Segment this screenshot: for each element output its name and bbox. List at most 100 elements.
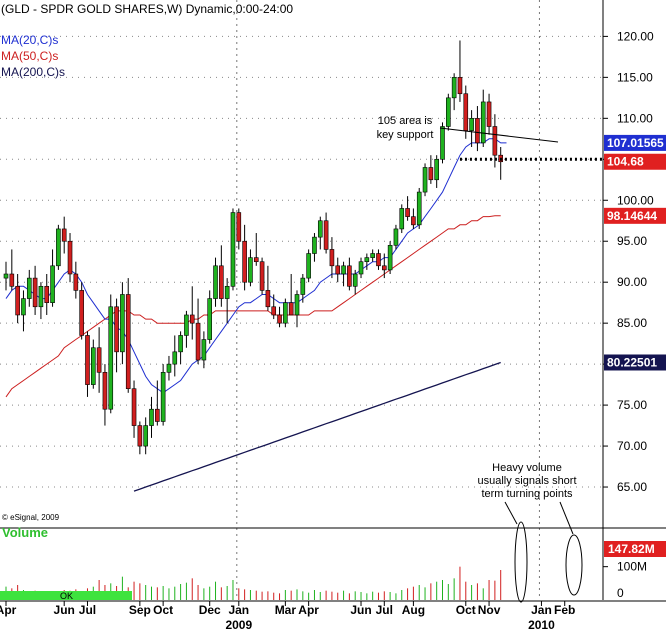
value-box-label: 98.14644 [607, 209, 657, 223]
ma20-line [5, 138, 507, 394]
time-tick-label: Jun [54, 603, 75, 617]
candle-down [329, 249, 335, 267]
candle-up [364, 257, 370, 263]
candle-down [9, 273, 15, 287]
candle-up [306, 253, 311, 279]
time-tick-label: Nov [478, 603, 501, 617]
candle-up [393, 228, 399, 246]
value-box-label: 107.01565 [607, 136, 664, 150]
value-boxes: 107.01565 104.68 98.14644 80.22501 [604, 134, 666, 371]
candle-down [242, 240, 247, 283]
candle-down [125, 294, 131, 390]
copyright-note: © eSignal, 2009 [2, 513, 60, 522]
candle-up [149, 408, 154, 426]
volume-circle-2 [565, 534, 583, 596]
candle-up [446, 97, 451, 127]
candle-up [143, 425, 148, 447]
ma200-line [133, 361, 501, 492]
candle-down [15, 285, 20, 316]
candle-up [387, 245, 393, 271]
candle-down [376, 253, 381, 267]
candle-down [405, 208, 410, 217]
volume-label: Volume [2, 525, 48, 540]
price-tick-label: 95.00 [617, 234, 647, 248]
price-tick-label: 75.00 [617, 398, 647, 412]
candle-up [283, 302, 288, 324]
candle-up [312, 236, 317, 254]
candle-up [230, 212, 236, 287]
ok-bar [0, 591, 132, 600]
candle-down [102, 372, 108, 410]
candle-down [189, 314, 195, 324]
value-box [604, 134, 666, 151]
time-tick-label: Feb [554, 603, 575, 617]
time-axis: AprJunJulSepOctDecJanMarAprJunJulAugOctN… [0, 601, 575, 632]
volume-value-box [604, 541, 666, 557]
price-tick-label: 115.00 [617, 70, 653, 84]
candle-up [160, 372, 166, 422]
candle-down [265, 290, 271, 308]
ma50-line [5, 215, 501, 398]
candle-down [85, 335, 90, 385]
time-tick-label: Mar [275, 603, 297, 617]
candle-up [224, 285, 230, 299]
candle-down [277, 314, 282, 324]
year-label: 2010 [528, 618, 555, 632]
price-tick-label: 120.00 [617, 29, 654, 43]
candle-down [61, 228, 67, 242]
candle-down [155, 408, 160, 422]
candle-up [300, 277, 306, 295]
volume-circle-1 [514, 521, 528, 603]
candle-down [79, 290, 84, 336]
candle-up [480, 101, 486, 144]
candle-down [73, 273, 79, 291]
chart-title: (GLD - SPDR GOLD SHARES,W) Dynamic,0:00-… [1, 2, 293, 16]
time-tick-label: Apr [298, 603, 319, 617]
ma50-path [5, 215, 501, 398]
candle-down [259, 261, 265, 291]
candle-up [184, 314, 189, 336]
candle-down [32, 277, 38, 308]
time-tick-label: Jul [376, 603, 393, 617]
candle-up [341, 265, 346, 275]
candle-down [131, 388, 137, 426]
candle-down [67, 240, 73, 275]
candle-up [358, 261, 364, 275]
candle-down [288, 302, 294, 316]
candle-up [370, 253, 375, 258]
year-label: 2009 [225, 618, 252, 632]
candle-up [108, 306, 114, 410]
support-note-line: key support [377, 129, 434, 141]
time-tick-label: Sep [129, 603, 151, 617]
price-tick-label: 90.00 [617, 275, 647, 289]
volume-note-line: term turning points [481, 488, 573, 500]
legend-ma20: MA(20,C)s [1, 33, 58, 47]
price-tick-label: 65.00 [617, 480, 647, 494]
candle-down [137, 425, 143, 447]
price-tick-label: 110.00 [617, 111, 653, 125]
candle-down [195, 322, 201, 361]
time-tick-label: Aug [402, 603, 425, 617]
support-arrow [439, 127, 559, 143]
price-tick-label: 85.00 [617, 316, 647, 330]
candle-down [492, 126, 498, 156]
candle-up [120, 294, 125, 353]
candle-up [3, 273, 9, 279]
candle-down [381, 265, 387, 271]
candle-down [428, 167, 434, 181]
value-box-label: 80.22501 [607, 355, 657, 369]
candle-down [219, 265, 224, 299]
time-tick-label: Jun [350, 603, 371, 617]
candle-up [422, 167, 428, 193]
candle-down [411, 216, 416, 226]
value-box [604, 207, 666, 224]
candle-down [463, 93, 469, 131]
vertical-gridlines [236, 0, 540, 600]
time-tick-label: Oct [456, 603, 476, 617]
time-tick-label: Jan [531, 603, 552, 617]
candle-down [253, 257, 259, 263]
candlesticks [3, 40, 504, 455]
candle-up [207, 298, 212, 340]
candle-up [416, 191, 422, 226]
